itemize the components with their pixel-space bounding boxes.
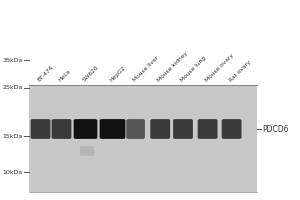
Text: Mouse lung: Mouse lung xyxy=(179,55,207,83)
FancyBboxPatch shape xyxy=(222,119,242,139)
Text: BT-474: BT-474 xyxy=(37,65,55,83)
Text: Mouse ovary: Mouse ovary xyxy=(204,53,234,83)
FancyBboxPatch shape xyxy=(74,119,97,139)
Text: HeLa: HeLa xyxy=(58,69,72,83)
Bar xyxy=(28,85,256,192)
FancyBboxPatch shape xyxy=(100,119,125,139)
FancyBboxPatch shape xyxy=(173,119,193,139)
FancyBboxPatch shape xyxy=(31,119,50,139)
FancyBboxPatch shape xyxy=(80,146,94,156)
FancyBboxPatch shape xyxy=(126,119,145,139)
Text: HepG2: HepG2 xyxy=(109,65,127,83)
FancyBboxPatch shape xyxy=(52,119,71,139)
Text: Mouse kidney: Mouse kidney xyxy=(157,51,189,83)
Text: 15kDa: 15kDa xyxy=(2,134,22,138)
Text: 25kDa: 25kDa xyxy=(2,85,22,90)
Text: PDCD6: PDCD6 xyxy=(262,124,289,134)
Text: Rat ovary: Rat ovary xyxy=(228,59,252,83)
Text: SW620: SW620 xyxy=(82,65,100,83)
FancyBboxPatch shape xyxy=(198,119,218,139)
Text: Mouse liver: Mouse liver xyxy=(132,55,160,83)
Text: 10kDa: 10kDa xyxy=(2,169,22,174)
FancyBboxPatch shape xyxy=(150,119,170,139)
Text: 35kDa: 35kDa xyxy=(2,58,22,62)
